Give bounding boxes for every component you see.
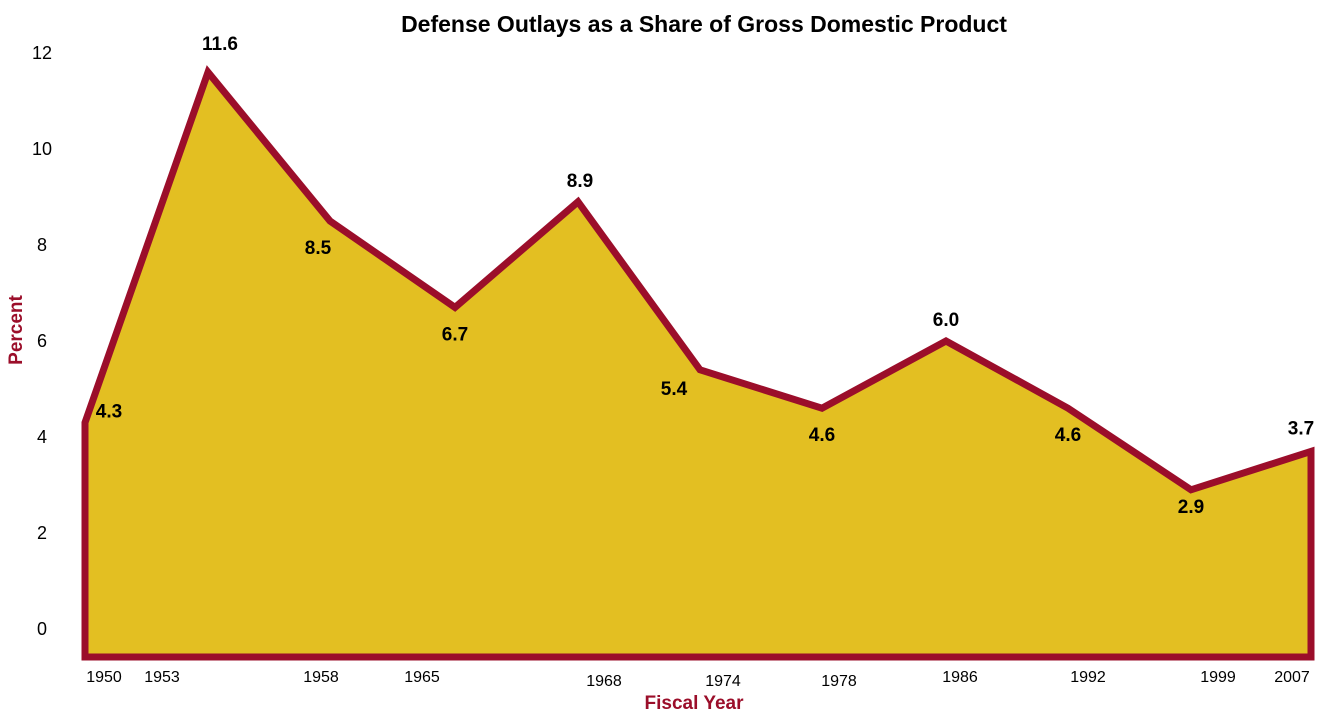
x-tick-label: 1950 (86, 669, 122, 686)
area-fill (81, 65, 1315, 661)
x-tick-label: 1958 (303, 669, 339, 686)
data-labels: 4.3 11.6 8.5 6.7 8.9 5.4 4.6 6.0 4.6 2.9 3.7 (96, 34, 1314, 518)
data-label: 6.0 (933, 310, 959, 331)
x-tick-label: 2007 (1274, 669, 1310, 686)
data-label: 8.5 (305, 238, 332, 259)
y-tick-label: 10 (32, 139, 52, 159)
x-tick-label: 1986 (942, 669, 978, 686)
data-label: 4.6 (809, 425, 835, 446)
data-label: 4.3 (96, 402, 122, 423)
x-tick-label: 1968 (586, 673, 622, 690)
data-label: 3.7 (1288, 418, 1314, 439)
y-tick-label: 4 (37, 427, 47, 447)
x-axis-ticks: 1950 1953 1958 1965 1968 1974 1978 1986 1992 1999… (86, 669, 1310, 690)
y-axis-ticks: 0 2 4 6 8 10 12 (32, 43, 52, 639)
data-label: 8.9 (567, 171, 593, 192)
y-tick-label: 12 (32, 43, 52, 63)
y-tick-label: 0 (37, 619, 47, 639)
x-tick-label: 1978 (821, 673, 857, 690)
x-tick-label: 1965 (404, 669, 440, 686)
x-tick-label: 1974 (705, 673, 741, 690)
data-label: 2.9 (1178, 497, 1204, 518)
x-axis-title: Fiscal Year (645, 693, 745, 714)
y-tick-label: 8 (37, 235, 47, 255)
data-label: 4.6 (1055, 425, 1081, 446)
y-axis-title: Percent (6, 294, 27, 364)
chart-title: Defense Outlays as a Share of Gross Dome… (401, 11, 1007, 37)
x-tick-label: 1992 (1070, 669, 1106, 686)
y-tick-label: 2 (37, 523, 47, 543)
data-label: 11.6 (202, 34, 238, 55)
y-tick-label: 6 (37, 331, 47, 351)
data-label: 5.4 (661, 379, 688, 400)
x-tick-label: 1953 (144, 669, 180, 686)
data-label: 6.7 (442, 324, 468, 345)
x-tick-label: 1999 (1200, 669, 1236, 686)
